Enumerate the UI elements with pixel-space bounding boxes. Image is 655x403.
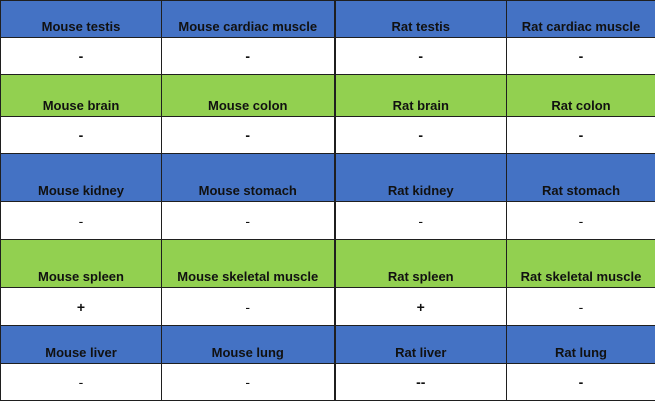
tissue-label: Rat cardiac muscle <box>506 0 655 38</box>
tissue-header-row: Mouse liver Mouse lung Rat liver Rat lun… <box>0 325 655 364</box>
tissue-label: Rat brain <box>333 74 507 117</box>
result-cell: - <box>161 363 335 401</box>
result-row: - - - - <box>0 201 655 240</box>
tissue-label: Rat spleen <box>333 239 507 288</box>
tissue-label: Rat lung <box>506 325 655 364</box>
result-cell: - <box>161 116 335 154</box>
tissue-header-row: Mouse testis Mouse cardiac muscle Rat te… <box>0 0 655 38</box>
result-cell: - <box>506 37 655 75</box>
result-cell: - <box>0 37 162 75</box>
result-row: + - + - <box>0 287 655 326</box>
tissue-label: Mouse brain <box>0 74 162 117</box>
tissue-header-row: Mouse brain Mouse colon Rat brain Rat co… <box>0 74 655 117</box>
tissue-label: Mouse testis <box>0 0 162 38</box>
tissue-label: Mouse kidney <box>0 153 162 202</box>
tissue-label: Rat skeletal muscle <box>506 239 655 288</box>
tissue-label: Mouse skeletal muscle <box>161 239 335 288</box>
result-cell: - <box>0 116 162 154</box>
result-cell: - <box>161 287 335 326</box>
tissue-label: Mouse spleen <box>0 239 162 288</box>
result-cell: -- <box>333 363 507 401</box>
tissue-label: Rat liver <box>333 325 507 364</box>
result-row: - - - - <box>0 37 655 75</box>
result-cell: - <box>506 363 655 401</box>
result-cell: - <box>506 201 655 240</box>
result-cell: + <box>0 287 162 326</box>
tissue-label: Rat testis <box>333 0 507 38</box>
result-cell: - <box>0 363 162 401</box>
result-cell: - <box>506 116 655 154</box>
tissue-header-row: Mouse kidney Mouse stomach Rat kidney Ra… <box>0 153 655 202</box>
tissue-label: Rat colon <box>506 74 655 117</box>
result-cell: + <box>333 287 507 326</box>
result-row: - - - - <box>0 116 655 154</box>
tissue-header-row: Mouse spleen Mouse skeletal muscle Rat s… <box>0 239 655 288</box>
result-cell: - <box>161 201 335 240</box>
tissue-label: Mouse cardiac muscle <box>161 0 335 38</box>
tissue-label: Mouse stomach <box>161 153 335 202</box>
result-row: - - -- - <box>0 363 655 401</box>
tissue-label: Rat kidney <box>333 153 507 202</box>
result-cell: - <box>506 287 655 326</box>
result-cell: - <box>0 201 162 240</box>
tissue-label: Rat stomach <box>506 153 655 202</box>
result-cell: - <box>333 201 507 240</box>
result-cell: - <box>333 37 507 75</box>
tissue-label: Mouse liver <box>0 325 162 364</box>
result-cell: - <box>333 116 507 154</box>
result-cell: - <box>161 37 335 75</box>
tissue-label: Mouse colon <box>161 74 335 117</box>
tissue-label: Mouse lung <box>161 325 335 364</box>
